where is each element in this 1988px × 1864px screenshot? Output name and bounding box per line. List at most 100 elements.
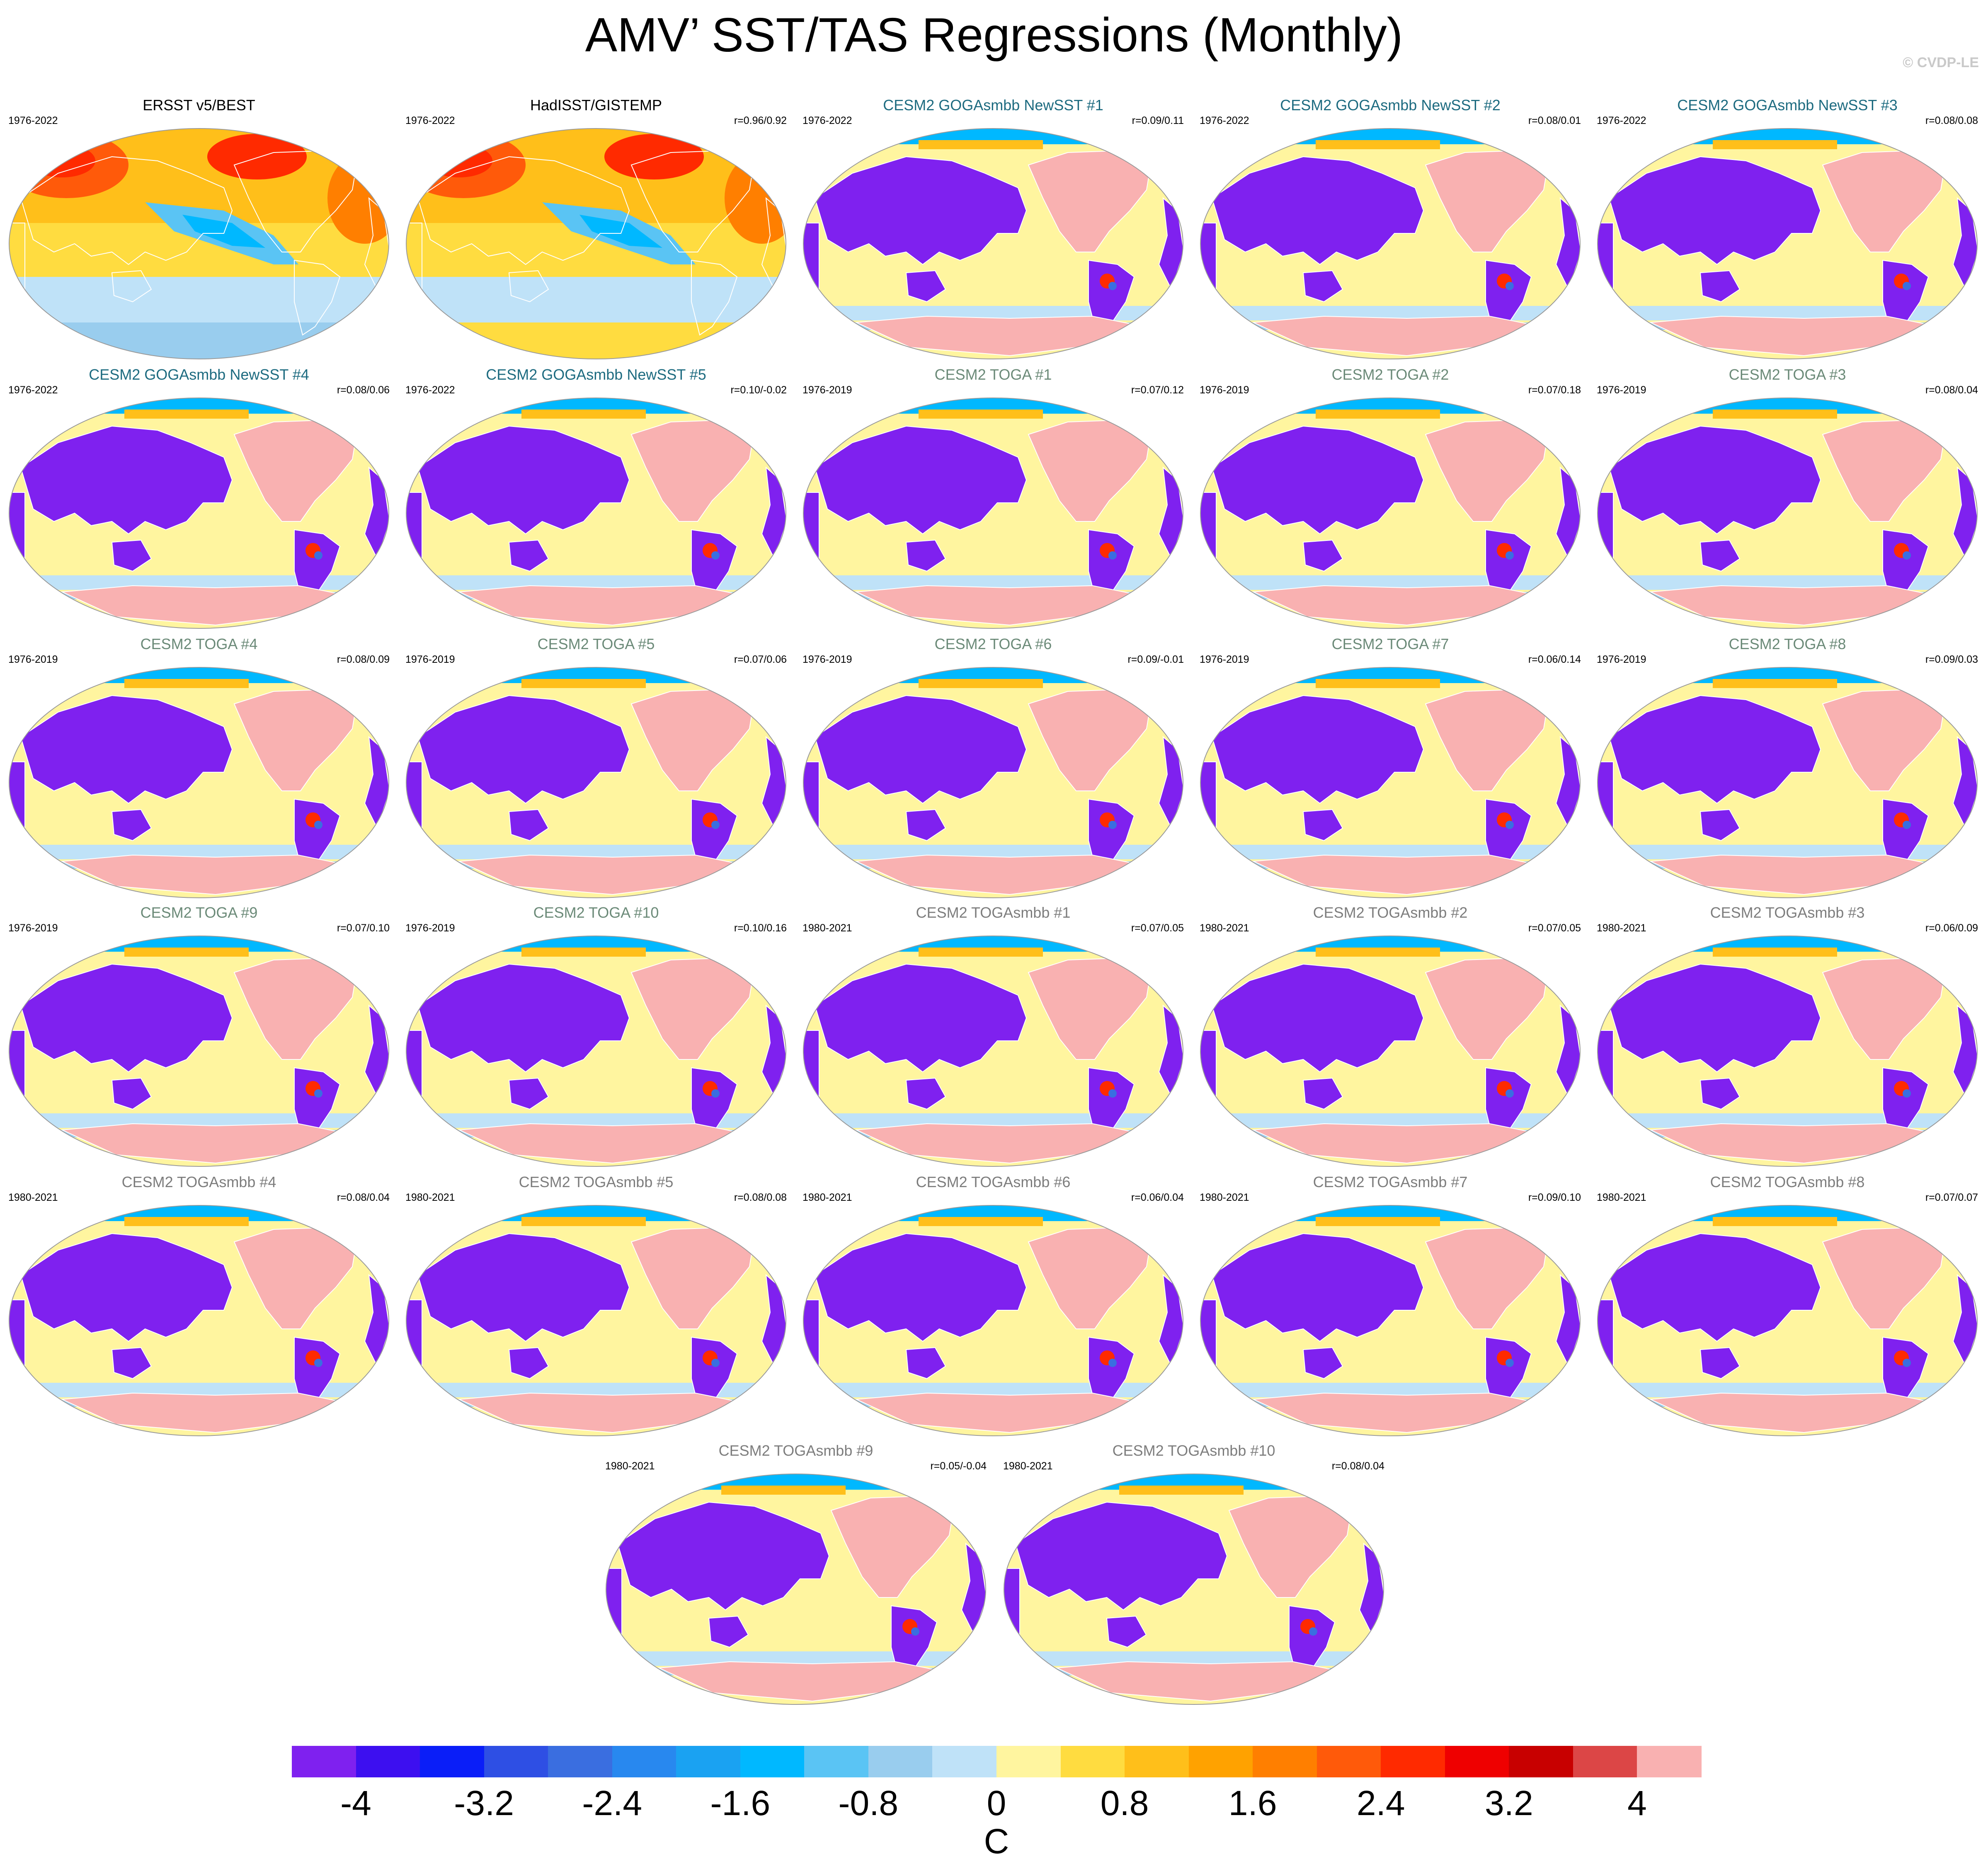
map-panel: CESM2 GOGAsmbb NewSST #1 1976-2022 r=0.09/… [798,96,1188,361]
land-antarctica [1649,1123,1930,1164]
amazon-hotspot [711,1359,720,1367]
panel-period: 1976-2022 [405,115,455,126]
north-america-warming [604,134,704,179]
panel-period: 1976-2022 [8,115,58,126]
colorbar-swatch [932,1746,997,1777]
panel-title: CESM2 GOGAsmbb NewSST #5 [486,366,706,383]
panel-period: 1980-2021 [802,922,852,934]
panel-title: CESM2 TOGA #4 [140,635,258,652]
colorbar-swatch [1060,1746,1125,1777]
map-panel: CESM2 TOGA #4 1976-2019 r=0.08/0.09 [4,635,394,900]
land-africa [803,761,819,846]
amazon-hotspot [1903,1359,1911,1367]
land-south-america [294,798,341,875]
land-africa [1200,1299,1217,1384]
colorbar-swatch [292,1746,356,1777]
panel-correlation: r=0.08/0.06 [337,384,390,396]
antarctic-band [9,322,389,359]
land-asia [814,695,1027,804]
world-map [803,398,1183,629]
panel-correlation: r=0.08/0.09 [337,654,390,665]
land-south-america [1485,1336,1532,1413]
panel-correlation: r=0.07/0.06 [734,654,787,665]
map-panel: CESM2 TOGA #9 1976-2019 r=0.07/0.10 [4,904,394,1169]
land-africa [606,1568,622,1652]
arctic-anomaly [919,1217,1043,1226]
world-map [1200,667,1581,898]
land-australia [111,809,152,841]
panel-title: CESM2 TOGA #3 [1729,366,1846,383]
map-border [9,128,389,359]
world-map [606,1474,986,1705]
colorbar-tick-label: 0 [987,1784,1006,1823]
map-border [803,128,1183,359]
amazon-hotspot [1108,282,1117,290]
land-asia [1211,425,1424,535]
panel-period: 1976-2019 [1200,654,1249,665]
panel-period: 1976-2019 [802,654,852,665]
arctic-anomaly [1316,679,1440,688]
panel-period: 1976-2019 [8,654,58,665]
land-africa [9,1030,25,1114]
map-border [1597,667,1978,898]
colorbar-swatch [804,1746,869,1777]
land-south-america [1485,529,1532,605]
land-antarctica [1649,315,1930,356]
land-asia [1608,1233,1821,1342]
panel-period: 1980-2021 [1200,922,1249,934]
world-map [406,398,786,629]
panel-title: CESM2 TOGAsmbb #6 [916,1173,1071,1190]
arctic-anomaly [721,1486,846,1495]
arctic-anomaly [919,679,1043,688]
panel-title: ERSST v5/BEST [143,97,255,114]
panel-title: HadISST/GISTEMP [530,97,662,114]
colorbar [292,1746,1702,1777]
land-antarctica [855,854,1135,895]
land-asia [417,1233,630,1342]
land-antarctica [1649,1392,1930,1433]
coastline [20,156,233,265]
panel-period: 1980-2021 [8,1192,58,1203]
land-south-america [691,1067,738,1143]
panel-correlation: r=0.08/0.04 [1925,384,1978,396]
panel-period: 1976-2019 [1200,384,1249,396]
world-map [406,667,786,898]
panel-correlation: r=0.09/-0.01 [1127,654,1184,665]
map-border [606,1474,986,1705]
land-south-america [1882,1336,1929,1413]
panel-period: 1976-2022 [1200,115,1249,126]
panel-title: CESM2 TOGAsmbb #7 [1313,1173,1468,1190]
world-map [1200,1205,1581,1436]
map-panel-grid: ERSST v5/BEST 1976-2022 HadISST/GISTEMP 197… [4,96,1982,1705]
land-asia [417,425,630,535]
land-asia [1211,963,1424,1073]
arctic-anomaly [521,410,646,419]
land-australia [905,809,946,841]
map-border [9,1205,389,1436]
land-asia [1211,156,1424,265]
colorbar-tick-label: 4 [1627,1784,1647,1823]
colorbar-swatch [484,1746,549,1777]
colorbar-swatch [1125,1746,1189,1777]
land-asia [1608,963,1821,1073]
pacific-cold-core [579,215,662,248]
amazon-hotspot [711,1089,720,1098]
map-border [1200,128,1581,359]
amazon-hotspot [1108,1359,1117,1367]
land-antarctica [657,1661,938,1702]
arctic-anomaly [521,1217,646,1226]
colorbar-swatch [1381,1746,1445,1777]
panel-correlation: r=0.09/0.03 [1925,654,1978,665]
panel-title: CESM2 TOGA #8 [1729,635,1846,652]
amazon-hotspot [1108,551,1117,560]
map-panel: CESM2 GOGAsmbb NewSST #3 1976-2022 r=0.08/… [1593,96,1982,361]
colorbar-swatch [996,1746,1061,1777]
page-title: AMV’ SST/TAS Regressions (Monthly) [585,8,1403,62]
land-australia [1302,809,1343,841]
land-antarctica [458,585,738,626]
land-asia [1211,695,1424,804]
land-africa [1200,223,1217,307]
map-border [9,667,389,898]
amazon-hotspot [711,551,720,560]
land-antarctica [61,854,341,895]
